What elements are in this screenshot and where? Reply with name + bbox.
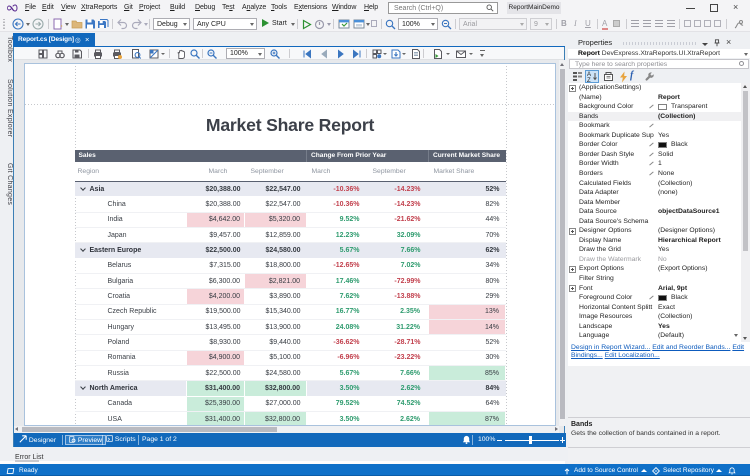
svg-text:Z: Z xyxy=(587,78,591,82)
svg-text:A: A xyxy=(587,72,591,78)
